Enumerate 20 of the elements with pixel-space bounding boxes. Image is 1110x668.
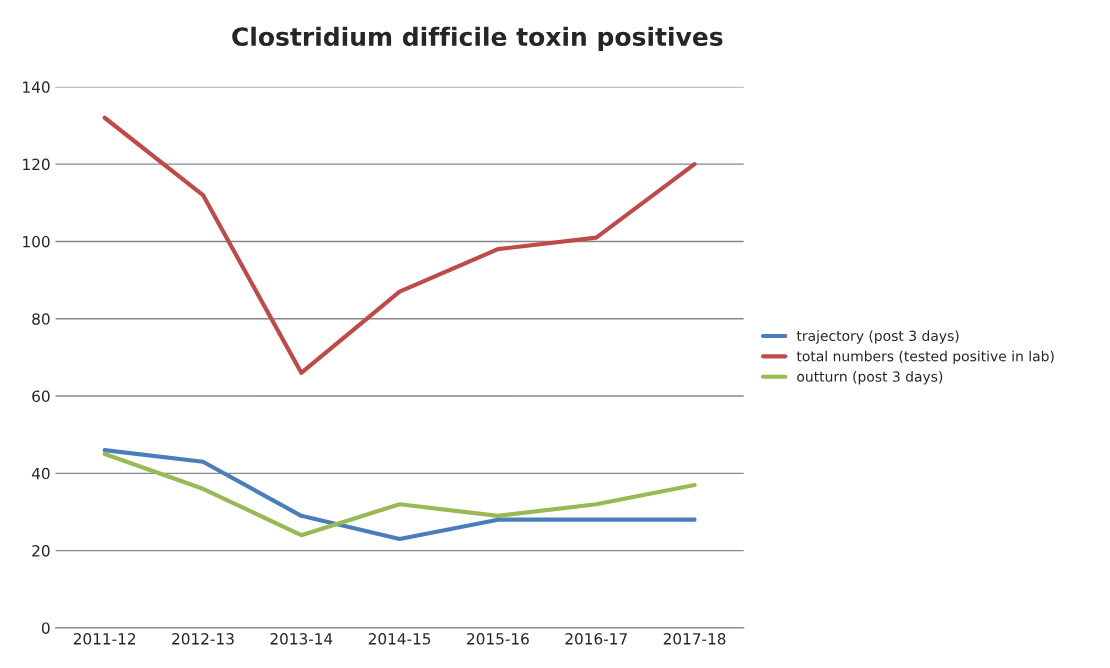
legend-label: total numbers (tested positive in lab) [796,350,1054,365]
chart-title: Clostridium difficile toxin positives [232,26,723,51]
y-tick-label: 140 [23,81,50,93]
y-tick-label: 120 [23,158,50,171]
y-tick-label: 40 [31,467,50,480]
x-tick-label: 2016-17 [565,633,627,645]
x-tick-label: 2011-12 [73,633,136,645]
y-tick-label: 60 [32,390,50,403]
x-tick-label: 2014-15 [368,633,431,645]
x-tick-label: 2017-18 [663,633,726,645]
line-series [102,115,697,375]
x-tick-label: 2015-16 [467,633,529,645]
x-tick-label: 2012-13 [172,633,234,645]
y-tick-label: 0 [41,622,50,634]
legend-label: outturn (post 3 days) [797,371,943,385]
y-tick-label: 100 [23,235,50,248]
y-tick-label: 20 [32,545,50,557]
legend-label: trajectory (post 3 days) [796,330,959,344]
x-tick-label: 2013-14 [270,633,333,645]
y-tick-label: 80 [32,313,50,325]
